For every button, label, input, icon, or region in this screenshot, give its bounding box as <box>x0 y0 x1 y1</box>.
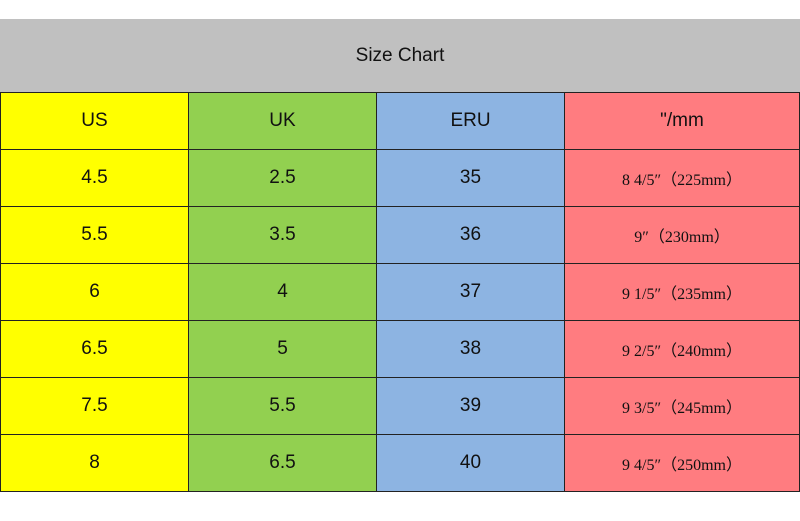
data-row: 6 4 37 9 1/5″（235mm） <box>0 263 800 321</box>
data-cell: 35 <box>376 149 565 207</box>
data-cell: 3.5 <box>188 206 377 264</box>
data-cell: 39 <box>376 377 565 435</box>
data-cell: 8 4/5″（225mm） <box>563 149 800 207</box>
data-cell: 4.5 <box>0 149 189 207</box>
data-cell: 2.5 <box>188 149 377 207</box>
data-cell: 4 <box>188 263 377 321</box>
data-cell: 8 <box>0 434 189 492</box>
data-cell: 9 4/5″（250mm） <box>563 434 800 492</box>
data-row: 8 6.5 40 9 4/5″（250mm） <box>0 434 800 492</box>
header-row: US UK ERU "/mm <box>0 92 800 150</box>
data-cell: 5 <box>188 320 377 378</box>
header-cell: ERU <box>376 92 565 150</box>
data-cell: 6 <box>0 263 189 321</box>
data-row: 4.5 2.5 35 8 4/5″（225mm） <box>0 149 800 207</box>
data-row: 7.5 5.5 39 9 3/5″（245mm） <box>0 377 800 435</box>
table-body: Size Chart US UK ERU "/mm 4.5 2.5 35 8 4/5″（225… <box>0 19 800 492</box>
data-cell: 36 <box>376 206 565 264</box>
data-row: 5.5 3.5 36 9″（230mm） <box>0 206 800 264</box>
data-cell: 37 <box>376 263 565 321</box>
data-cell: 9 2/5″（240mm） <box>563 320 800 378</box>
data-row: 6.5 5 38 9 2/5″（240mm） <box>0 320 800 378</box>
data-cell: 40 <box>376 434 565 492</box>
header-cell: "/mm <box>563 92 800 150</box>
header-cell: US <box>0 92 189 150</box>
data-cell: 38 <box>376 320 565 378</box>
data-cell: 5.5 <box>0 206 189 264</box>
data-cell: 9 3/5″（245mm） <box>563 377 800 435</box>
data-cell: 5.5 <box>188 377 377 435</box>
size-chart-table: Size Chart US UK ERU "/mm 4.5 2.5 35 8 4/5″（225… <box>0 19 800 492</box>
table-title: Size Chart <box>0 19 800 93</box>
data-cell: 9 1/5″（235mm） <box>563 263 800 321</box>
data-cell: 6.5 <box>188 434 377 492</box>
data-cell: 7.5 <box>0 377 189 435</box>
data-cell: 6.5 <box>0 320 189 378</box>
header-cell: UK <box>188 92 377 150</box>
data-cell: 9″（230mm） <box>563 206 800 264</box>
title-row: Size Chart <box>0 19 800 93</box>
